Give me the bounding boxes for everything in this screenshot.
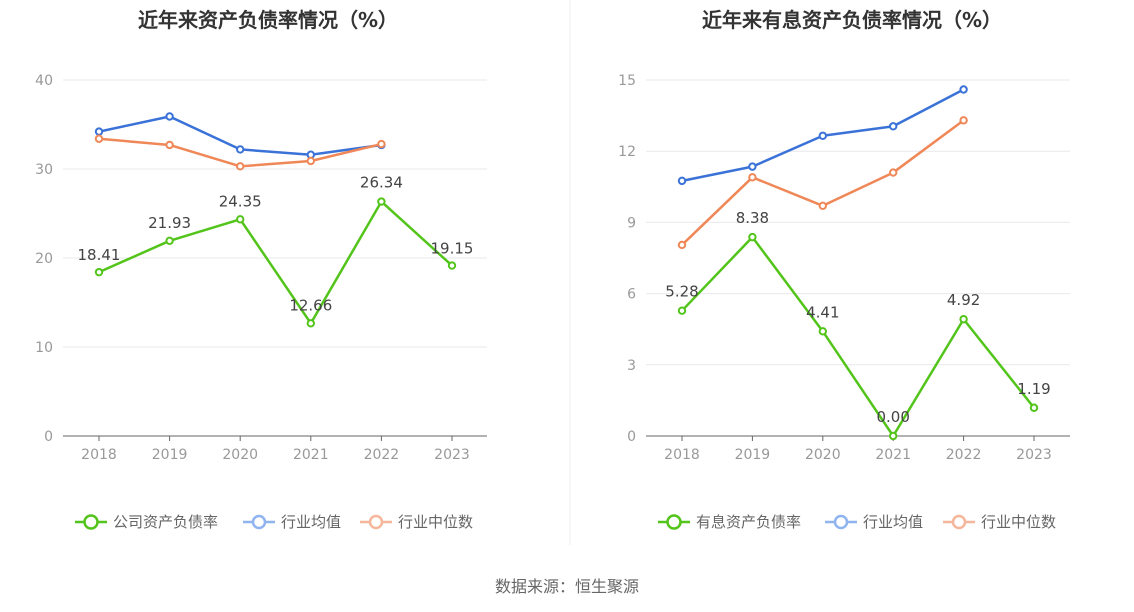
left-legend-item-2[interactable]: 行业中位数 — [360, 513, 473, 531]
right-x-tick-label: 2019 — [735, 447, 771, 463]
left-y-tick-label: 30 — [35, 162, 53, 178]
right-y-tick-label: 12 — [618, 144, 636, 160]
left-data-point[interactable] — [306, 156, 315, 166]
right-y-tick-label: 6 — [627, 287, 636, 303]
left-y-tick-label: 40 — [35, 73, 53, 89]
right-data-label: 0.00 — [876, 408, 909, 426]
right-data-point[interactable] — [748, 232, 757, 242]
right-data-label: 4.92 — [947, 291, 980, 309]
left-data-point[interactable] — [377, 139, 386, 149]
left-data-point[interactable] — [165, 140, 174, 150]
legend-marker-icon — [368, 514, 384, 530]
right-data-point[interactable] — [677, 306, 687, 315]
left-x-tick-label: 2019 — [152, 447, 188, 463]
left-y-tick-label: 0 — [44, 429, 53, 445]
right-chart-plot: 0 3 6 9 12 15 2018 2019 2020 2021 2022 2023 5.28 8.38… — [618, 73, 1070, 463]
right-x-tick-label: 2023 — [1016, 447, 1052, 463]
right-legend-item-1[interactable]: 行业均值 — [825, 513, 923, 531]
right-series-line-0 — [681, 235, 1035, 438]
legend-marker-icon — [83, 514, 99, 530]
legend-label: 行业均值 — [281, 513, 341, 531]
right-data-point[interactable] — [889, 431, 898, 441]
right-data-point[interactable] — [959, 315, 968, 324]
right-data-label: 8.38 — [736, 209, 769, 227]
right-x-tick-label: 2020 — [805, 447, 841, 463]
left-series-line-0 — [98, 200, 453, 325]
legend-label: 行业均值 — [863, 513, 923, 531]
left-y-tick-label: 10 — [35, 340, 53, 356]
right-data-point[interactable] — [818, 131, 827, 140]
left-y-tick-label: 20 — [35, 251, 53, 267]
legend-marker-icon — [666, 514, 682, 530]
left-legend-item-1[interactable]: 行业均值 — [243, 513, 341, 531]
right-data-point[interactable] — [889, 122, 898, 131]
legend-marker-icon — [251, 514, 267, 530]
right-data-label: 5.28 — [665, 283, 698, 301]
legend-marker-icon — [833, 514, 849, 530]
left-x-tick-label: 2018 — [81, 447, 117, 463]
data-source-note: 数据来源：恒生聚源 — [495, 577, 639, 596]
right-chart-legend[interactable]: 有息资产负债率 行业均值 行业中位数 — [658, 513, 1056, 531]
right-x-tick-label: 2021 — [875, 447, 911, 463]
right-data-point[interactable] — [818, 201, 827, 210]
left-data-point[interactable] — [236, 162, 245, 171]
right-x-tick-label: 2022 — [946, 447, 982, 463]
left-data-label: 12.66 — [289, 296, 332, 314]
left-data-point[interactable] — [94, 134, 104, 143]
left-legend-item-0[interactable]: 公司资产负债率 — [75, 513, 218, 531]
left-x-tick-label: 2021 — [293, 447, 329, 463]
right-data-point[interactable] — [818, 327, 827, 336]
legend-label: 有息资产负债率 — [696, 513, 801, 531]
right-y-tick-label: 9 — [627, 215, 636, 231]
left-data-point[interactable] — [306, 319, 315, 328]
right-data-label: 4.41 — [806, 303, 839, 321]
left-data-point[interactable] — [165, 236, 174, 246]
right-data-point[interactable] — [1029, 403, 1039, 412]
legend-label: 行业中位数 — [398, 513, 473, 531]
right-data-point[interactable] — [889, 168, 898, 177]
right-y-tick-label: 15 — [618, 73, 636, 89]
left-data-label: 26.34 — [360, 174, 403, 192]
left-data-label: 18.41 — [78, 246, 121, 264]
left-data-point[interactable] — [94, 267, 104, 277]
left-data-point[interactable] — [94, 127, 104, 136]
right-x-tick-label: 2018 — [664, 447, 700, 463]
right-data-label: 1.19 — [1017, 380, 1050, 398]
right-data-point[interactable] — [677, 240, 687, 250]
right-legend-item-2[interactable]: 行业中位数 — [943, 513, 1056, 531]
legend-label: 行业中位数 — [981, 513, 1056, 531]
right-y-tick-label: 3 — [627, 358, 636, 374]
left-x-tick-label: 2023 — [434, 447, 470, 463]
right-data-point[interactable] — [748, 162, 757, 171]
left-data-label: 24.35 — [219, 192, 262, 210]
left-data-label: 21.93 — [148, 214, 191, 232]
right-data-point[interactable] — [959, 85, 968, 94]
left-data-point[interactable] — [377, 197, 386, 206]
right-data-point[interactable] — [748, 173, 757, 182]
left-data-point[interactable] — [236, 145, 245, 154]
left-data-point[interactable] — [236, 215, 245, 224]
left-chart-title: 近年来资产负债率情况（%） — [138, 8, 398, 32]
right-data-point[interactable] — [677, 176, 687, 186]
legend-label: 公司资产负债率 — [113, 513, 218, 531]
left-data-label: 19.15 — [431, 240, 474, 258]
left-chart-plot: 0 10 20 30 40 2018 2019 2020 2021 2022 2023 18.41 21… — [35, 73, 487, 463]
right-legend-item-0[interactable]: 有息资产负债率 — [658, 513, 801, 531]
right-data-point[interactable] — [959, 116, 968, 125]
left-x-tick-label: 2020 — [222, 447, 258, 463]
right-chart-title: 近年来有息资产负债率情况（%） — [702, 8, 1002, 32]
right-y-tick-label: 0 — [627, 429, 636, 445]
legend-marker-icon — [951, 514, 967, 530]
left-x-tick-label: 2022 — [364, 447, 400, 463]
left-data-point[interactable] — [447, 261, 457, 270]
left-data-point[interactable] — [165, 112, 174, 121]
left-chart-legend[interactable]: 公司资产负债率 行业均值 行业中位数 — [75, 513, 473, 531]
